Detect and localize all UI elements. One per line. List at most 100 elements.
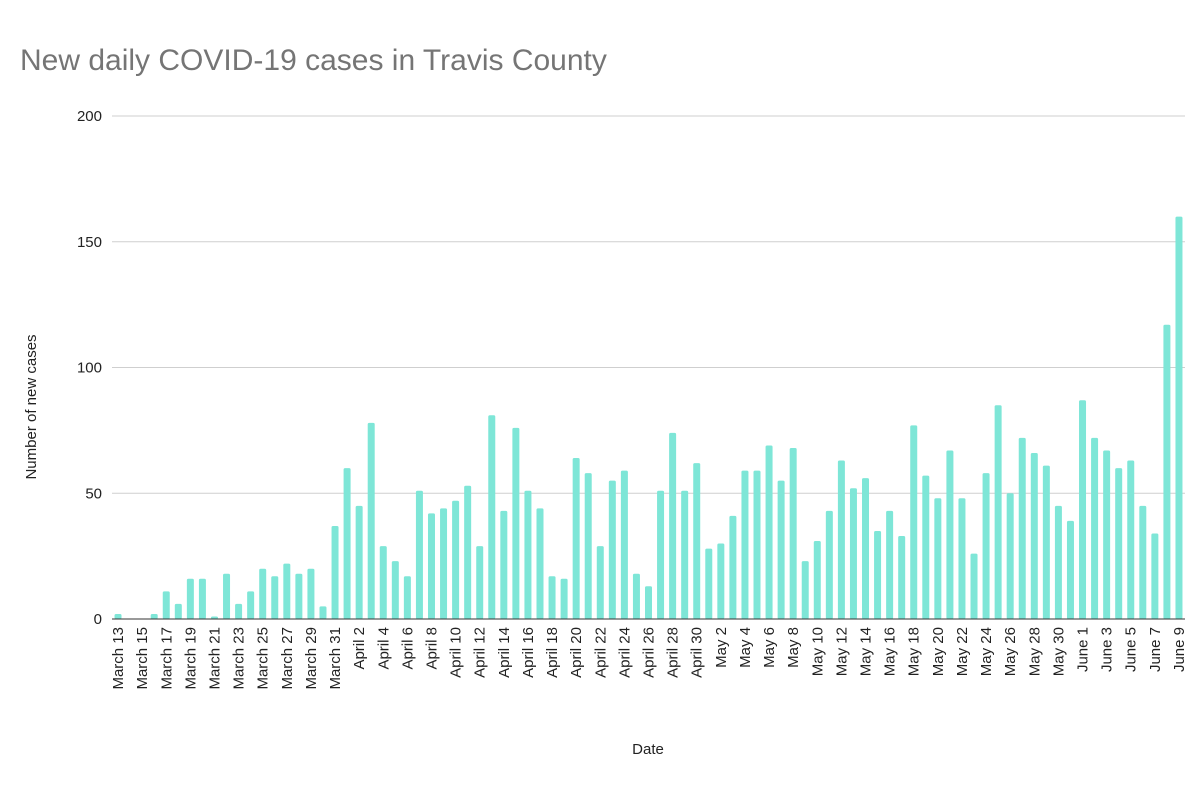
x-tick-label: April 6 (399, 627, 416, 670)
bar (825, 510, 833, 619)
x-tick-label: May 6 (761, 627, 778, 668)
bar (1006, 493, 1014, 619)
x-tick-label: May 10 (809, 627, 826, 676)
y-tick-label: 150 (77, 234, 102, 251)
bar (536, 508, 544, 619)
bar (1115, 468, 1123, 619)
x-tick-label: June 9 (1171, 627, 1188, 672)
bar (1079, 400, 1087, 619)
bar (1066, 520, 1074, 619)
bar (765, 445, 773, 619)
bar (391, 561, 399, 619)
x-axis-title: Date (632, 741, 664, 758)
bar (223, 573, 231, 619)
bar (645, 586, 652, 619)
bar (669, 432, 677, 619)
x-tick-label: May 20 (930, 627, 947, 676)
bar (801, 561, 809, 619)
x-tick-label: April 24 (616, 627, 633, 678)
bar (572, 458, 580, 619)
x-tick-label: March 21 (206, 627, 223, 690)
x-tick-label: June 7 (1147, 627, 1164, 672)
x-tick-label: May 26 (1002, 627, 1019, 676)
x-tick-label: April 30 (689, 627, 706, 678)
x-tick-label: May 16 (882, 627, 899, 676)
bar (970, 553, 978, 619)
bar (596, 546, 604, 619)
bar (946, 450, 954, 619)
bar (247, 591, 255, 619)
bar (198, 578, 206, 619)
bar (186, 578, 194, 619)
x-tick-label: March 31 (327, 627, 344, 690)
bar (620, 470, 628, 619)
bar (1103, 450, 1111, 619)
bar (608, 480, 616, 619)
bar (1127, 460, 1135, 619)
x-tick-label: March 13 (110, 627, 127, 690)
bar (1175, 216, 1183, 619)
x-tick-label: May 18 (906, 627, 923, 676)
bar (1151, 533, 1159, 619)
bar (1139, 505, 1147, 619)
bar (1042, 465, 1050, 619)
bar (331, 525, 339, 619)
bar (114, 613, 122, 619)
bar (910, 425, 918, 619)
bar (464, 485, 472, 619)
bar (657, 490, 665, 619)
x-tick-label: March 15 (134, 627, 151, 690)
bar (994, 405, 1002, 619)
bar (524, 490, 532, 619)
bar (753, 470, 761, 619)
y-tick-label: 200 (77, 108, 102, 125)
bar (874, 530, 882, 619)
x-tick-label: April 22 (592, 627, 609, 678)
y-tick-label: 50 (85, 485, 102, 502)
x-tick-label: May 12 (833, 627, 850, 676)
bar (512, 427, 520, 619)
bar (355, 505, 363, 619)
x-tick-label: May 4 (737, 627, 754, 668)
x-tick-label: April 16 (520, 627, 537, 678)
x-tick-label: April 4 (375, 627, 392, 670)
bar (210, 616, 218, 619)
bar (1163, 324, 1171, 619)
bar (259, 568, 267, 619)
x-tick-label: April 8 (423, 627, 440, 670)
x-tick-label: June 1 (1075, 627, 1092, 672)
x-tick-label: May 28 (1026, 627, 1043, 676)
x-tick-label: May 8 (785, 627, 802, 668)
bar (813, 541, 821, 619)
bar (307, 568, 315, 619)
x-tick-label: May 24 (978, 627, 995, 676)
bar (777, 480, 785, 619)
bar (1054, 505, 1062, 619)
bar (427, 513, 435, 619)
bar (681, 490, 689, 619)
y-tick-label: 100 (77, 360, 102, 377)
x-tick-label: April 28 (665, 627, 682, 678)
bar (162, 591, 170, 619)
bar (632, 573, 640, 619)
x-tick-label: April 20 (568, 627, 585, 678)
x-tick-label: April 26 (641, 627, 658, 678)
bar (1030, 453, 1038, 619)
x-tick-label: April 12 (472, 627, 489, 678)
bar (922, 475, 930, 619)
bar (319, 606, 327, 619)
bar (789, 447, 797, 619)
bar (862, 478, 870, 619)
bar (415, 490, 423, 619)
bar (584, 473, 592, 619)
x-tick-label: May 2 (713, 627, 730, 668)
bar (452, 500, 460, 619)
bar (1091, 437, 1099, 619)
bar (717, 543, 725, 619)
x-tick-label: June 3 (1099, 627, 1116, 672)
bar (488, 415, 496, 619)
bar (958, 498, 966, 619)
x-tick-label: March 25 (255, 627, 272, 690)
bar (174, 603, 182, 619)
